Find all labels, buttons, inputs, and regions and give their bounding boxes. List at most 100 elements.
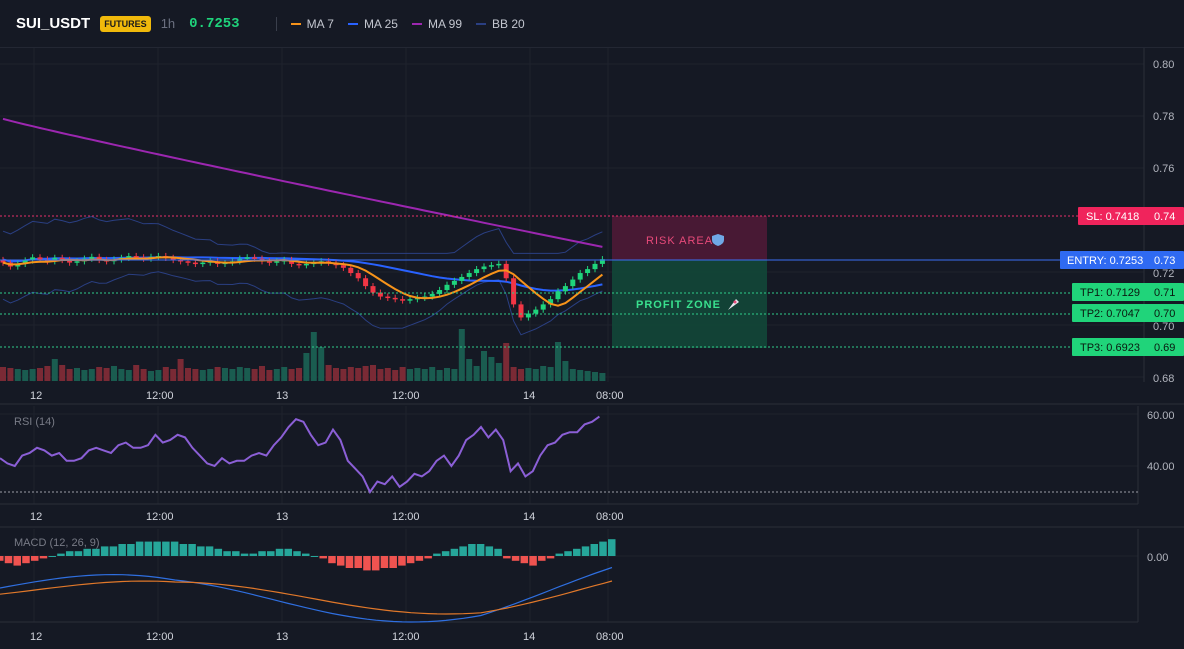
candle-body xyxy=(266,261,272,263)
candle-body xyxy=(488,265,494,267)
legend-ma99[interactable]: MA 99 xyxy=(411,17,462,31)
legend-bb-label: BB 20 xyxy=(492,16,525,31)
candle-body xyxy=(444,284,450,291)
tp3-tag[interactable]: TP3: 0.6923 0.69 xyxy=(1072,338,1184,356)
volume-bar xyxy=(103,368,110,381)
macd-hist-bar xyxy=(573,548,581,556)
macd-hist-bar xyxy=(197,546,205,556)
candle-body xyxy=(518,304,524,318)
volume-bar xyxy=(111,366,117,381)
macd-hist-bar xyxy=(468,544,476,556)
volume-bar xyxy=(421,369,428,381)
volume-bar xyxy=(318,347,325,381)
macd-hist-bar xyxy=(590,544,599,556)
entry-tag[interactable]: ENTRY: 0.7253 0.73 xyxy=(1060,251,1184,269)
macd-hist-bar xyxy=(4,556,13,564)
macd-hist-bar xyxy=(608,539,616,556)
macd-hist-bar xyxy=(109,546,118,556)
volume-bar xyxy=(414,368,421,381)
candle-body xyxy=(0,259,6,263)
time-axis-rsi[interactable]: 12 12:00 13 12:00 14 08:00 xyxy=(30,511,624,523)
time-label: 13 xyxy=(276,390,288,402)
macd-hist-bar xyxy=(188,544,196,556)
macd-hist-bar xyxy=(284,548,293,556)
candle-body xyxy=(429,293,435,297)
legend-ma7[interactable]: MA 7 xyxy=(290,17,334,31)
tp2-tag[interactable]: TP2: 0.7047 0.70 xyxy=(1072,304,1184,322)
price-tick: 0.70 xyxy=(1153,321,1174,333)
volume-bar xyxy=(547,367,554,381)
tp1-tag-label: TP1: 0.7129 xyxy=(1080,287,1140,299)
candle-body xyxy=(74,261,80,263)
volume-bar xyxy=(236,367,243,381)
volume-bar xyxy=(392,370,399,381)
macd-hist-bar xyxy=(249,553,258,556)
macd-hist-bar xyxy=(380,556,389,568)
time-axis-macd[interactable]: 12 12:00 13 12:00 14 08:00 xyxy=(30,631,624,643)
macd-hist-bar xyxy=(599,541,607,556)
macd-hist-bar xyxy=(345,556,354,568)
volume-bar xyxy=(177,359,184,381)
macd-hist-bar xyxy=(371,556,380,571)
volume-bar xyxy=(133,365,140,381)
rsi-tick: 40.00 xyxy=(1147,461,1175,473)
time-axis-main[interactable]: 12 12:00 13 12:00 14 08:00 xyxy=(30,390,624,402)
volume-bar xyxy=(488,357,495,381)
candle-body xyxy=(296,263,302,266)
volume-bar xyxy=(429,367,436,381)
candle-body xyxy=(170,257,176,260)
macd-hist-bar xyxy=(389,556,397,568)
time-label: 12:00 xyxy=(146,390,174,402)
volume-bar xyxy=(599,373,606,381)
macd-hist-bar xyxy=(83,548,91,556)
candle-body xyxy=(348,267,354,274)
legend-ma25[interactable]: MA 25 xyxy=(347,17,398,31)
rsi-title: RSI (14) xyxy=(14,416,55,428)
macd-hist-bar xyxy=(336,556,345,566)
candle-body xyxy=(133,256,139,258)
volume-bar xyxy=(362,366,369,381)
sl-tag[interactable]: SL: 0.7418 0.74 xyxy=(1078,207,1184,225)
volume-bar xyxy=(355,368,362,381)
volume-bar xyxy=(458,329,465,381)
candle-body xyxy=(599,259,605,264)
candle-body xyxy=(533,309,539,314)
macd-hist-bar xyxy=(135,541,144,556)
volume-bar xyxy=(125,370,132,381)
legend-bb20[interactable]: BB 20 xyxy=(476,17,525,31)
header-divider xyxy=(275,16,277,31)
volume-bar xyxy=(214,367,221,381)
macd-hist-bar xyxy=(275,548,284,556)
macd-hist-bar xyxy=(74,551,83,556)
time-label: 14 xyxy=(523,390,535,402)
candle-body xyxy=(96,256,102,260)
grid-lines xyxy=(0,48,1144,622)
volume-bar xyxy=(370,365,376,381)
macd-hist-bar xyxy=(538,556,546,561)
tp2-tag-bg xyxy=(1072,304,1184,322)
macd-hist-bar xyxy=(267,551,275,556)
volume-bar xyxy=(577,370,584,381)
time-label: 12:00 xyxy=(146,631,174,643)
volume-bar xyxy=(266,370,273,381)
signal-line xyxy=(0,580,613,615)
ma99-swatch xyxy=(411,22,422,25)
profit-zone[interactable] xyxy=(612,260,767,348)
symbol-label[interactable]: SUI_USDT xyxy=(16,15,91,32)
macd-hist-bar xyxy=(144,541,153,556)
volume-bar xyxy=(540,366,547,381)
macd-hist-bar xyxy=(511,556,520,561)
tp1-tag[interactable]: TP1: 0.7129 0.71 xyxy=(1072,283,1184,301)
volume-bar xyxy=(510,367,517,381)
price-axis[interactable]: 0.80 0.78 0.76 0.72 0.70 0.68 xyxy=(1153,59,1174,385)
candle-body xyxy=(192,262,198,265)
volume-bar xyxy=(229,369,236,381)
volume-bar xyxy=(88,369,95,381)
macd-hist-bar xyxy=(100,546,109,556)
candle-body xyxy=(340,265,346,268)
volume-bar xyxy=(555,342,561,381)
volume-bar xyxy=(14,369,21,381)
risk-area-zone[interactable] xyxy=(612,216,767,260)
timeframe-selector[interactable]: 1h xyxy=(160,16,176,31)
